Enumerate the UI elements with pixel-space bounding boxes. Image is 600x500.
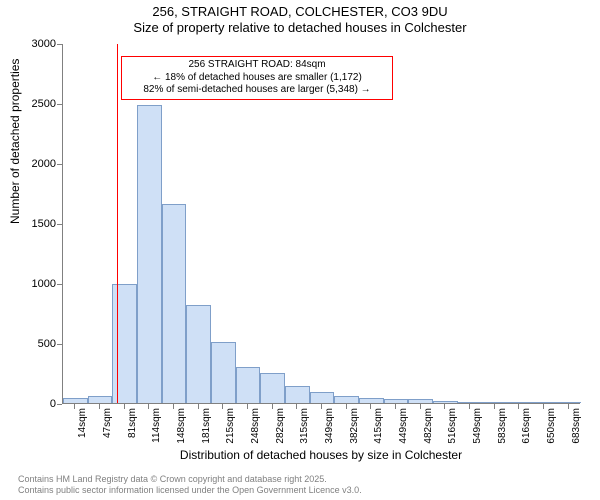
chart-container: 256, STRAIGHT ROAD, COLCHESTER, CO3 9DU … xyxy=(0,0,600,500)
x-tick-label: 315sqm xyxy=(299,408,310,448)
x-tick-mark xyxy=(247,404,248,409)
x-tick-label: 148sqm xyxy=(176,408,187,448)
annotation-line3: 82% of semi-detached houses are larger (… xyxy=(128,84,386,97)
histogram-bar xyxy=(186,305,211,403)
histogram-bar xyxy=(260,373,285,403)
histogram-bar xyxy=(532,402,557,403)
x-tick-mark xyxy=(222,404,223,409)
histogram-bar xyxy=(359,398,384,403)
annotation-box: 256 STRAIGHT ROAD: 84sqm ← 18% of detach… xyxy=(121,56,393,100)
x-tick-mark xyxy=(148,404,149,409)
x-tick-mark xyxy=(568,404,569,409)
x-tick-label: 47sqm xyxy=(102,408,113,448)
x-tick-mark xyxy=(469,404,470,409)
x-tick-mark xyxy=(321,404,322,409)
x-tick-label: 449sqm xyxy=(398,408,409,448)
histogram-bar xyxy=(384,399,409,403)
y-tick-label: 3000 xyxy=(0,38,56,50)
histogram-bar xyxy=(408,399,433,403)
x-tick-mark xyxy=(296,404,297,409)
footer-line1: Contains HM Land Registry data © Crown c… xyxy=(18,474,362,485)
histogram-bar xyxy=(433,401,458,403)
y-tick-label: 1500 xyxy=(0,218,56,230)
x-tick-label: 181sqm xyxy=(201,408,212,448)
x-tick-label: 549sqm xyxy=(472,408,483,448)
x-tick-label: 583sqm xyxy=(497,408,508,448)
y-tick-label: 2500 xyxy=(0,98,56,110)
x-tick-mark xyxy=(198,404,199,409)
x-tick-mark xyxy=(420,404,421,409)
x-tick-mark xyxy=(494,404,495,409)
histogram-bar xyxy=(211,342,236,403)
y-tick-label: 2000 xyxy=(0,158,56,170)
x-tick-label: 650sqm xyxy=(546,408,557,448)
x-tick-label: 415sqm xyxy=(373,408,384,448)
x-tick-label: 482sqm xyxy=(423,408,434,448)
histogram-bar xyxy=(236,367,261,403)
annotation-line1: 256 STRAIGHT ROAD: 84sqm xyxy=(128,59,386,72)
reference-marker-line xyxy=(117,44,118,403)
x-tick-mark xyxy=(543,404,544,409)
x-tick-mark xyxy=(99,404,100,409)
histogram-bar xyxy=(285,386,310,403)
histogram-bar xyxy=(162,204,187,403)
x-tick-label: 81sqm xyxy=(127,408,138,448)
histogram-bar xyxy=(556,402,581,403)
x-tick-label: 382sqm xyxy=(349,408,360,448)
histogram-bar xyxy=(507,402,532,403)
x-tick-mark xyxy=(395,404,396,409)
histogram-bar xyxy=(310,392,335,403)
x-tick-mark xyxy=(346,404,347,409)
y-tick-label: 0 xyxy=(0,398,56,410)
annotation-line2: ← 18% of detached houses are smaller (1,… xyxy=(128,72,386,85)
histogram-bar xyxy=(137,105,162,403)
plot-area: 256 STRAIGHT ROAD: 84sqm ← 18% of detach… xyxy=(62,44,580,404)
x-tick-label: 683sqm xyxy=(571,408,582,448)
histogram-bar xyxy=(63,398,88,403)
x-tick-label: 114sqm xyxy=(151,408,162,448)
x-tick-mark xyxy=(444,404,445,409)
y-axis-label: Number of detached properties xyxy=(8,59,22,224)
y-tick-label: 500 xyxy=(0,338,56,350)
footer-credits: Contains HM Land Registry data © Crown c… xyxy=(18,474,362,496)
histogram-bar xyxy=(458,402,483,403)
y-tick-label: 1000 xyxy=(0,278,56,290)
x-tick-mark xyxy=(173,404,174,409)
x-tick-label: 14sqm xyxy=(77,408,88,448)
x-tick-label: 215sqm xyxy=(225,408,236,448)
footer-line2: Contains public sector information licen… xyxy=(18,485,362,496)
x-tick-label: 516sqm xyxy=(447,408,458,448)
histogram-bar xyxy=(482,402,507,403)
x-tick-label: 616sqm xyxy=(521,408,532,448)
x-tick-label: 349sqm xyxy=(324,408,335,448)
x-tick-mark xyxy=(74,404,75,409)
x-tick-mark xyxy=(518,404,519,409)
histogram-bar xyxy=(88,396,113,403)
x-axis-label: Distribution of detached houses by size … xyxy=(62,448,580,462)
x-tick-mark xyxy=(124,404,125,409)
x-tick-mark xyxy=(272,404,273,409)
histogram-bar xyxy=(334,396,359,403)
x-tick-mark xyxy=(370,404,371,409)
y-tick-mark xyxy=(57,404,62,405)
chart-title-main: 256, STRAIGHT ROAD, COLCHESTER, CO3 9DU xyxy=(0,4,600,19)
chart-title-sub: Size of property relative to detached ho… xyxy=(0,20,600,35)
x-tick-label: 282sqm xyxy=(275,408,286,448)
x-tick-label: 248sqm xyxy=(250,408,261,448)
